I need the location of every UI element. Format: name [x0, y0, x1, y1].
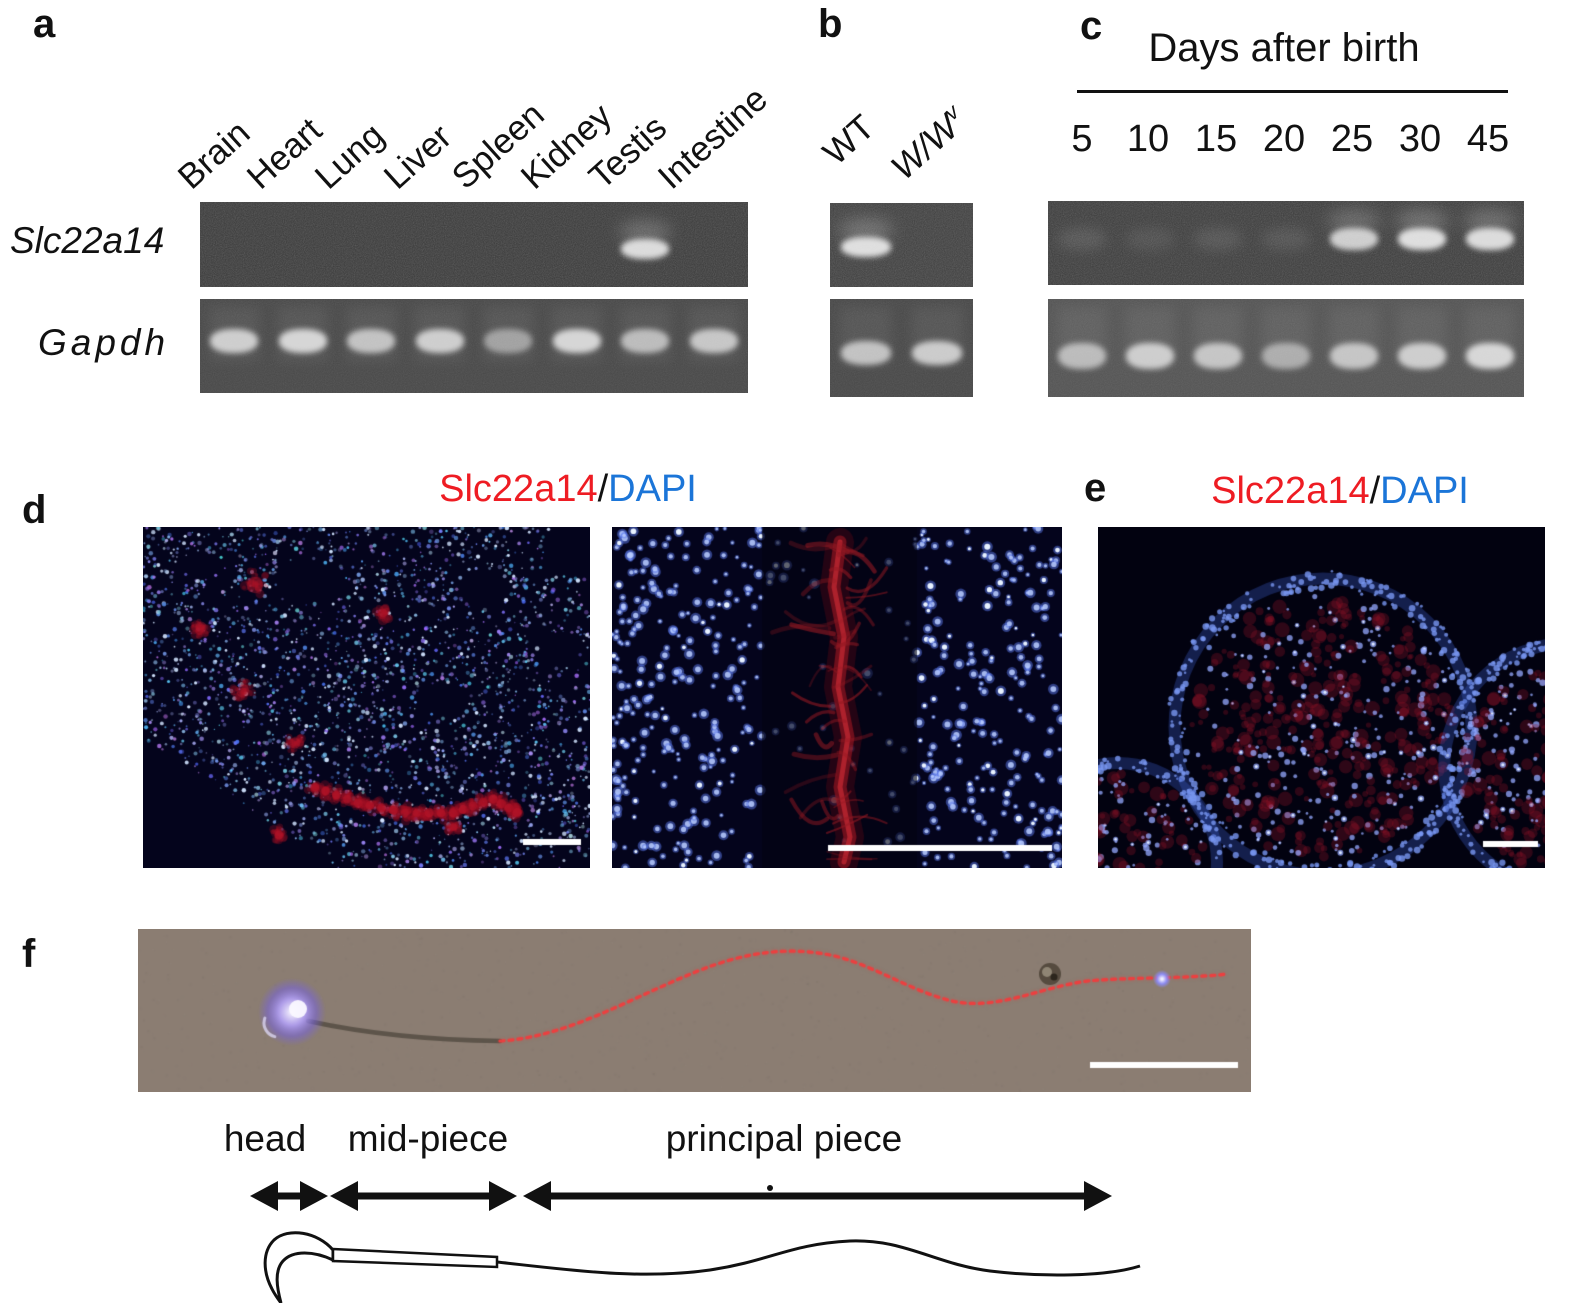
panel-b-label: b [818, 2, 843, 46]
gel-b-gapdh [830, 299, 973, 397]
day-label-30: 30 [1398, 118, 1442, 160]
region-label-mid-piece: mid-piece [347, 1118, 509, 1159]
sperm-schematic-diagram [250, 1181, 1141, 1303]
panel-a-label: a [33, 2, 56, 46]
lane-label-wwv: W/Wv [879, 95, 967, 187]
counterstain-name-blue: DAPI [608, 468, 697, 510]
day-label-15: 15 [1194, 118, 1238, 160]
gel-a-gapdh [200, 299, 748, 393]
gel-b-slc22a14 [830, 203, 973, 287]
panel-e-label: e [1084, 466, 1107, 510]
tiny-dot [767, 1185, 773, 1191]
sperm-head-outline [263, 1231, 335, 1303]
gel-c-slc22a14 [1048, 201, 1524, 285]
stain-separator: / [597, 468, 609, 510]
row-label-slc22a14: Slc22a14 [10, 220, 165, 261]
stain-name-red: Slc22a14 [1211, 470, 1370, 512]
sperm-tail-line [496, 1239, 1141, 1277]
gel-a-slc22a14 [200, 202, 748, 287]
counterstain-name-blue: DAPI [1380, 470, 1469, 512]
lane-label-wt: WT [815, 107, 883, 173]
principal-piece-extent-arrow [523, 1181, 1112, 1211]
panel-d-label: d [22, 488, 47, 532]
panel-f-label: f [22, 932, 36, 976]
region-label-principal-piece: principal piece [665, 1118, 903, 1159]
stain-name-red: Slc22a14 [439, 468, 598, 510]
day-label-5: 5 [1071, 118, 1093, 160]
panel-d-title: Slc22a14/DAPI [439, 470, 697, 508]
panel-e-title: Slc22a14/DAPI [1211, 472, 1469, 510]
head-extent-arrow [250, 1181, 328, 1211]
lane-label-liver: Liver [376, 116, 460, 197]
sperm-midpiece-outline [331, 1247, 499, 1269]
mid-piece-extent-arrow [330, 1181, 517, 1211]
day-label-45: 45 [1466, 118, 1510, 160]
testis-section-high-mag-image [612, 527, 1062, 868]
lane-label-heart: Heart [239, 110, 330, 197]
epididymis-section-image [1098, 527, 1545, 868]
testis-section-low-mag-image [143, 527, 590, 868]
region-label-head: head [223, 1118, 307, 1159]
stain-separator: / [1369, 470, 1381, 512]
panel-c-title: Days after birth [1148, 26, 1420, 70]
day-label-10: 10 [1126, 118, 1170, 160]
panel-c-title-underline [1077, 90, 1508, 93]
row-label-gapdh: Gapdh [38, 322, 170, 363]
panel-c-label: c [1080, 4, 1103, 48]
sperm-immunofluorescence-image [138, 929, 1251, 1092]
day-label-20: 20 [1262, 118, 1306, 160]
day-label-25: 25 [1330, 118, 1374, 160]
gel-c-gapdh [1048, 299, 1524, 397]
lane-label-brain: Brain [170, 113, 258, 197]
